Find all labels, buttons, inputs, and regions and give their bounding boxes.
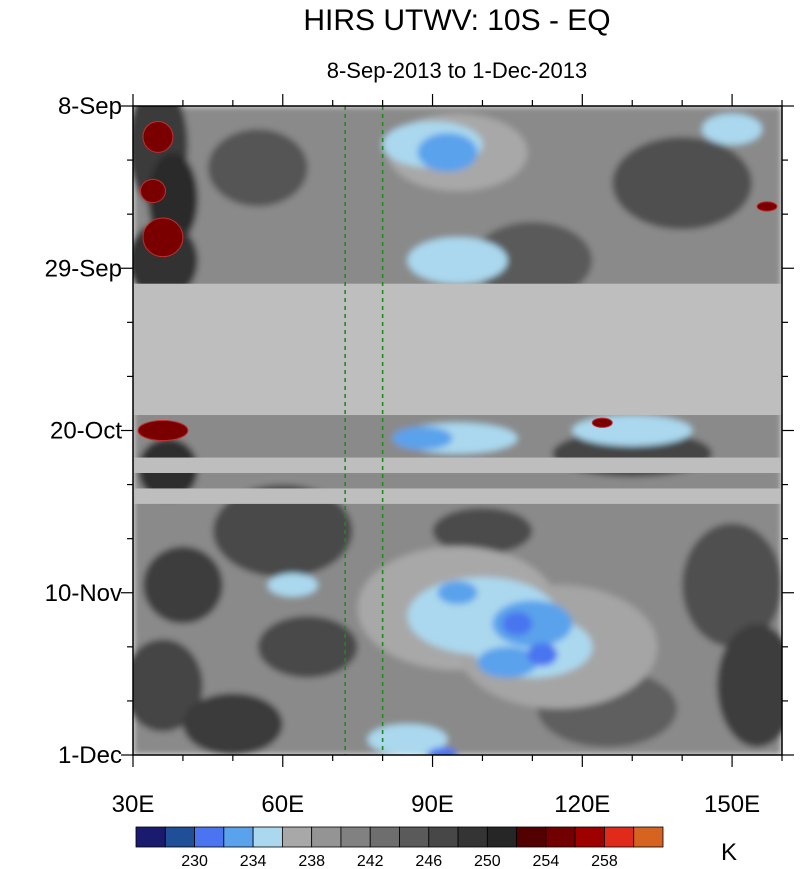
x-tick-label: 90E [411,791,454,818]
y-tick-label: 1-Dec [58,742,122,769]
warm-anomalies [137,120,778,442]
field-blob [407,237,508,284]
colorbar-label: 246 [415,853,442,869]
missing-data-bands [133,283,782,504]
y-tick-label: 8-Sep [58,93,122,120]
chart-title: HIRS UTWV: 10S - EQ [303,4,610,37]
missing-band [133,457,782,473]
field-blob [502,612,533,636]
colorbar-swatch [457,826,488,848]
y-axis: 8-Sep 29-Sep 20-Oct 10-Nov 1-Dec [45,93,794,769]
colorbar-swatch [164,826,195,848]
field-blob [472,221,593,300]
colorbar-label: 234 [240,853,267,869]
colorbar-swatch [311,826,342,848]
field-blob [182,693,283,755]
field-blob [427,747,458,755]
colorbar-swatch [340,826,371,848]
field-blob [437,581,478,605]
colorbar-swatch [281,826,313,848]
field-blob [492,600,573,647]
field-blob [702,113,763,145]
warm-blob [591,417,613,428]
colorbar-swatch [135,826,166,848]
colorbar-label: 242 [357,853,384,869]
colorbar-label: 238 [298,853,325,869]
x-axis: 30E 60E 90E 120E 150E [112,94,783,818]
field-blob [477,646,538,678]
colorbar-swatch [223,826,254,848]
field-blob [717,623,782,748]
x-tick-label: 30E [112,791,155,818]
warm-blob [139,178,166,204]
warm-blob [137,419,189,442]
colorbar-swatch [545,826,576,848]
field-blob [572,415,693,446]
colorbar-swatch [252,826,283,848]
colorbar-swatch [428,826,459,848]
field-blob [417,133,478,172]
field-blob [682,523,782,647]
colorbar: 230 234 238 242 246 250 254 258 [135,826,664,869]
x-tick-label: 60E [261,791,304,818]
field-blob [392,426,453,450]
chart-subtitle: 8-Sep-2013 to 1-Dec-2013 [327,58,588,83]
field-blob [432,507,533,555]
colorbar-swatch [194,826,225,848]
colorbar-swatch [633,826,664,848]
colorbar-swatch [604,826,635,848]
colorbar-swatch [486,826,518,848]
field-blob [207,129,308,207]
x-tick-label: 150E [704,791,760,818]
plot-area [133,106,782,755]
colorbar-label: 250 [474,853,501,869]
colorbar-label: 254 [533,853,560,869]
field-blobs [133,106,782,755]
y-tick-label: 29-Sep [45,255,122,282]
missing-band [133,488,782,504]
warm-blob [142,217,184,258]
field-blob [612,136,753,230]
warm-blob [756,201,778,212]
colorbar-label: 230 [181,853,208,869]
colorbar-unit: K [721,839,737,866]
colorbar-label: 258 [591,853,618,869]
field-blob [212,484,353,578]
missing-band [133,283,782,416]
y-tick-label: 20-Oct [50,418,122,445]
field-blob [142,546,223,624]
colorbar-swatch [399,826,430,848]
field-blob [527,642,558,667]
colorbar-swatch [516,826,547,848]
field-blob [367,724,448,755]
field-blob [267,573,318,597]
utwv-field [133,106,782,755]
field-blob [133,639,203,732]
colorbar-swatch [574,826,605,848]
warm-blob [142,120,174,153]
y-tick-label: 10-Nov [45,580,122,607]
x-tick-label: 120E [554,791,610,818]
field-blob [257,615,358,678]
colorbar-swatch [369,826,400,848]
